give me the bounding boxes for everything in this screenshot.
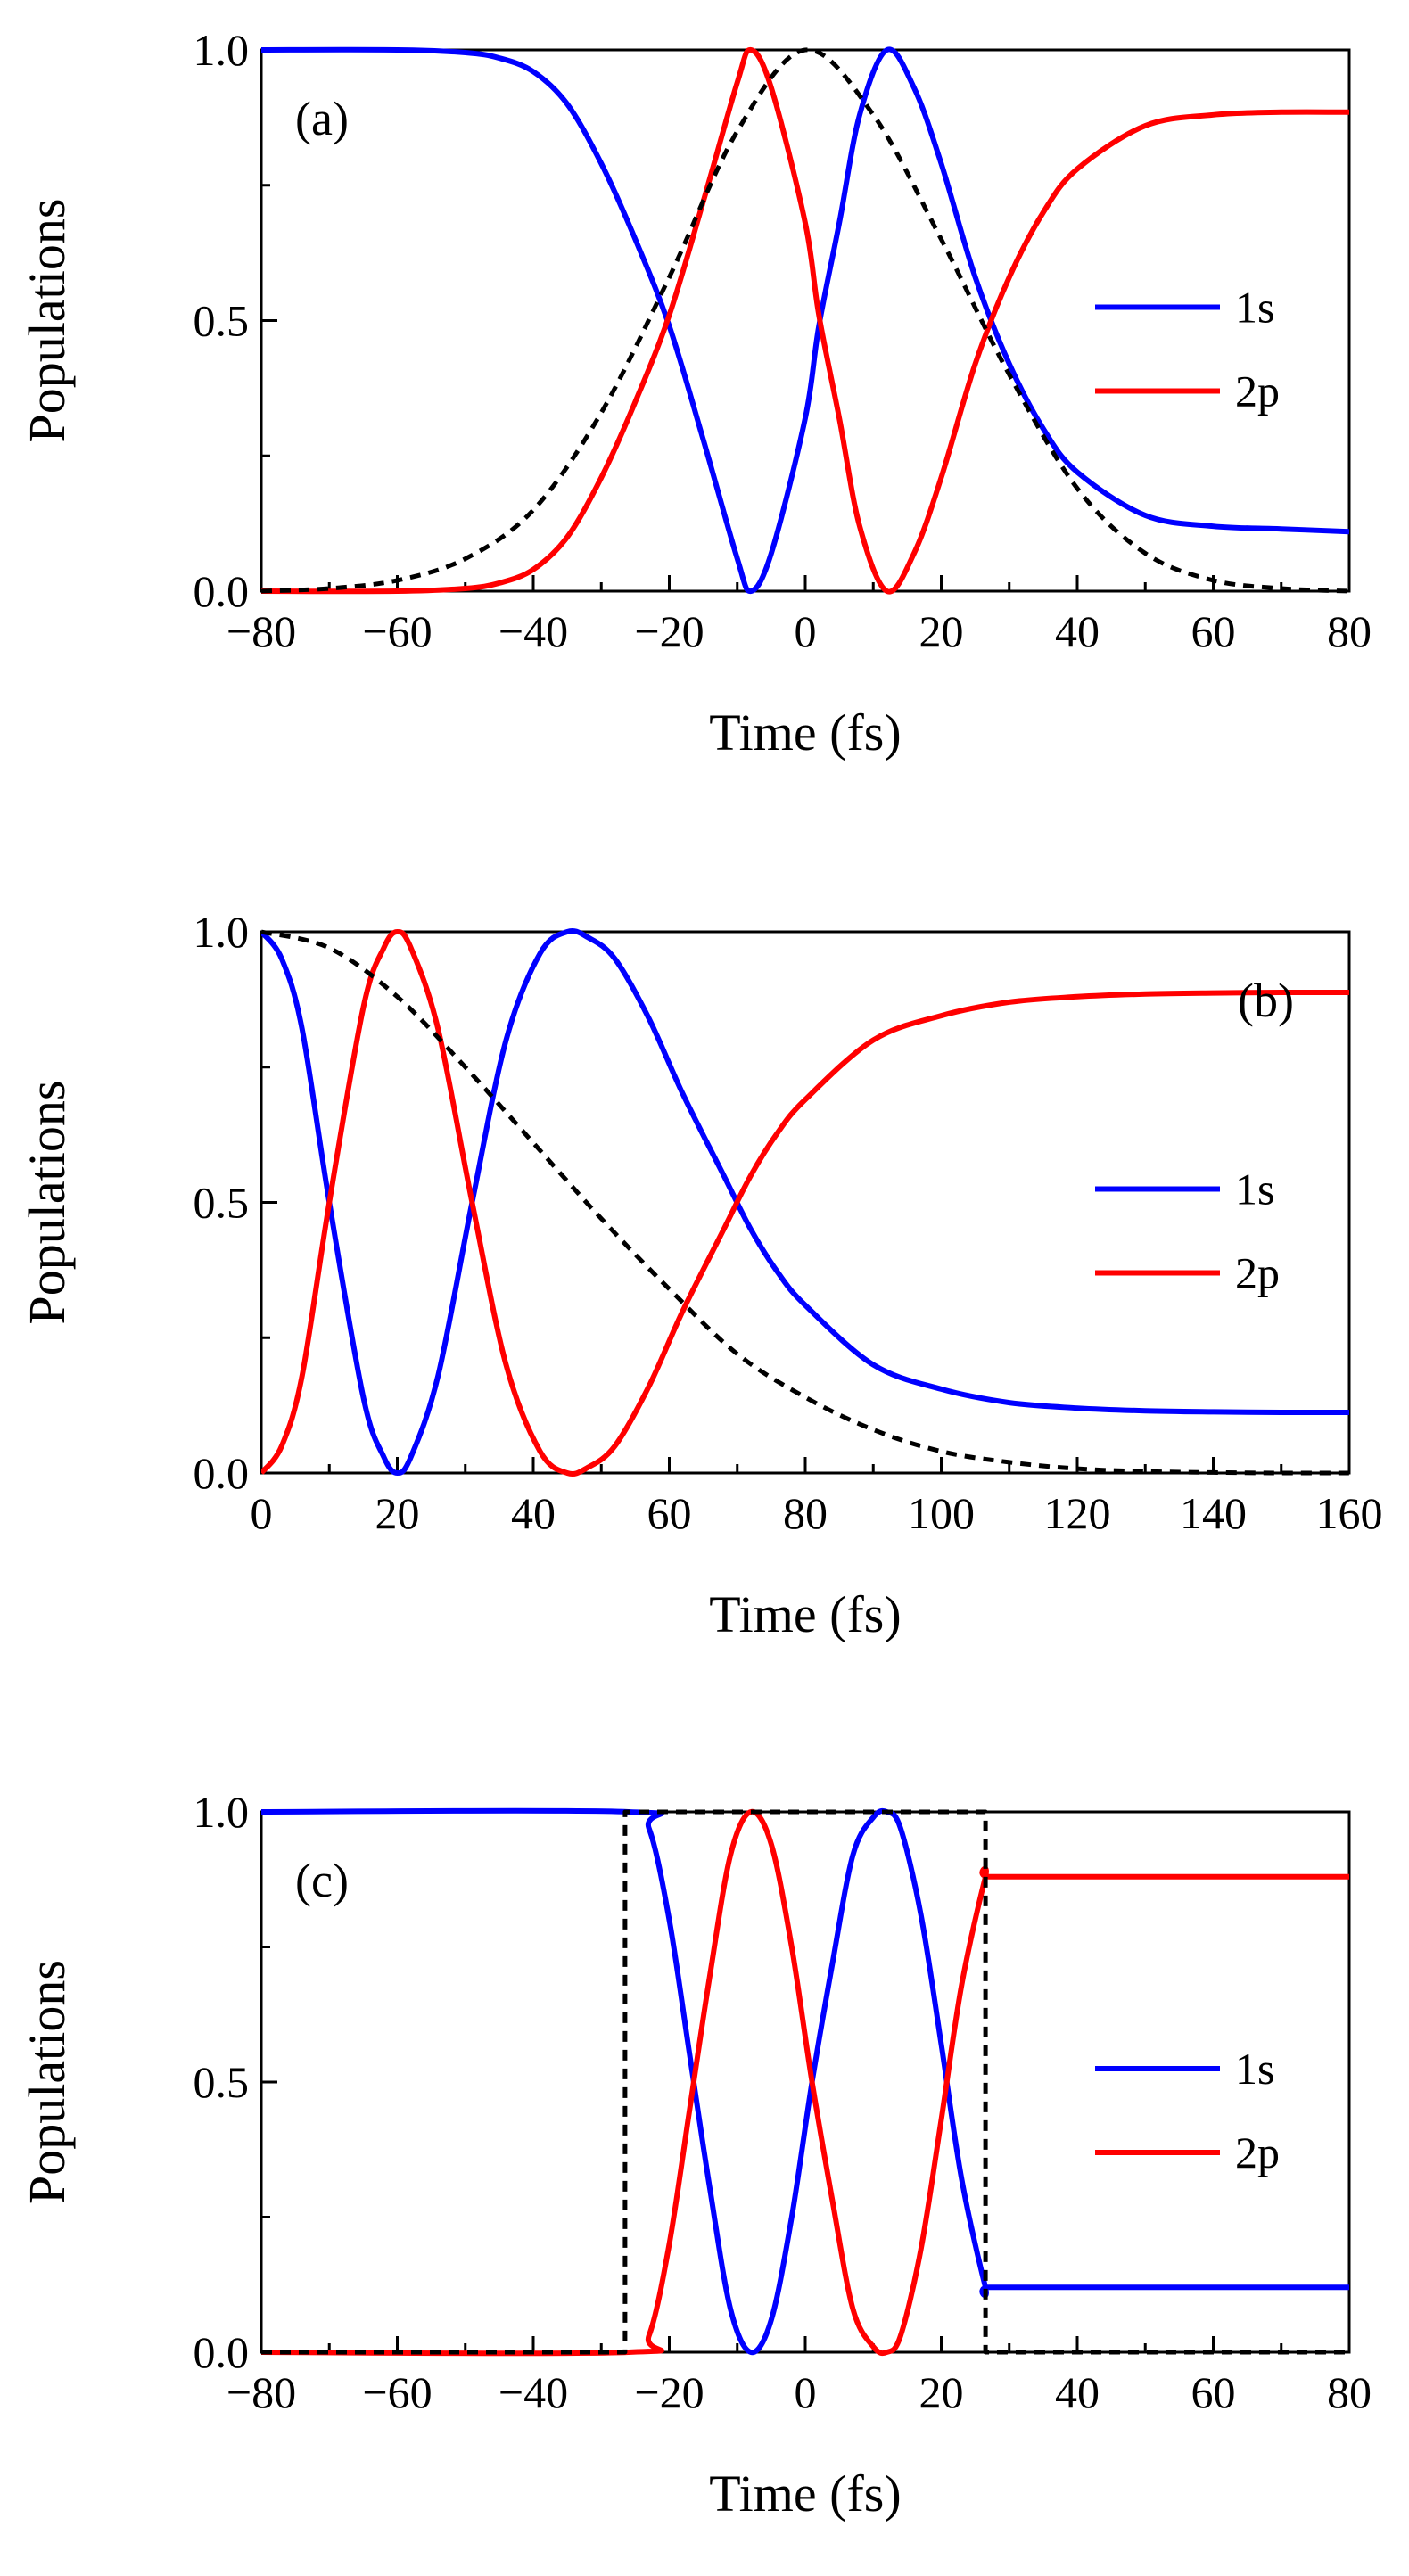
x-tick-label: 160 xyxy=(1316,1488,1383,1538)
y-axis-title: Populations xyxy=(18,1081,76,1325)
x-tick-label: 20 xyxy=(375,1488,420,1538)
chart-panel-1: −80 −60 −40 −20 0 20 40 60 80 0.0 0.5 1.0 Time (fs) P… xyxy=(18,25,1372,761)
series-line-envelope xyxy=(261,47,1349,594)
series-group xyxy=(261,927,1349,1477)
x-tick-label: 140 xyxy=(1180,1488,1247,1538)
y-tick-label: 1.0 xyxy=(194,25,250,75)
series-line-2p xyxy=(261,47,1349,595)
x-tick-label: 0 xyxy=(795,606,817,656)
x-tick-label: 40 xyxy=(1055,606,1100,656)
x-tick-label: 60 xyxy=(1191,606,1236,656)
y-tick-label: 0.5 xyxy=(194,296,250,346)
x-tick-label: −20 xyxy=(634,2367,704,2417)
x-tick-label: −80 xyxy=(227,606,296,656)
legend-label-1s: 1s xyxy=(1235,2044,1274,2094)
x-tick-label: −60 xyxy=(362,2367,432,2417)
x-tick-label: 0 xyxy=(795,2367,817,2417)
series-line-envelope xyxy=(261,1809,1349,2355)
x-tick-label: 100 xyxy=(908,1488,975,1538)
x-tick-label: 20 xyxy=(919,2367,964,2417)
series-group xyxy=(261,1807,1349,2357)
series-group xyxy=(261,46,1349,595)
y-axis-title: Populations xyxy=(18,199,76,443)
y-tick-label: 1.0 xyxy=(194,1787,250,1837)
x-tick-label: 20 xyxy=(919,606,964,656)
y-tick-label: 1.0 xyxy=(194,907,250,957)
x-tick-label: 60 xyxy=(647,1488,692,1538)
x-tick-label: −20 xyxy=(634,606,704,656)
y-tick-label: 0.5 xyxy=(194,1178,250,1228)
x-tick-label: 120 xyxy=(1044,1488,1111,1538)
x-tick-label: −40 xyxy=(499,606,568,656)
chart-panel-3: −80 −60 −40 −20 0 20 40 60 80 0.0 0.5 1.0 Time (fs) P… xyxy=(18,1787,1372,2523)
series-line-1s xyxy=(261,46,1349,594)
x-tick-label: 40 xyxy=(511,1488,556,1538)
y-tick-label: 0.0 xyxy=(194,566,250,616)
x-tick-label: −40 xyxy=(499,2367,568,2417)
x-tick-label: −60 xyxy=(362,606,432,656)
series-line-1s xyxy=(261,927,1349,1476)
y-tick-label: 0.5 xyxy=(194,2057,250,2107)
legend-label-1s: 1s xyxy=(1235,283,1274,333)
x-axis-title: Time (fs) xyxy=(709,1585,901,1643)
series-line-2p xyxy=(261,929,1349,1477)
series-line-2p xyxy=(261,1808,1349,2357)
panel-label: (a) xyxy=(295,92,349,145)
panel-label: (b) xyxy=(1238,974,1294,1027)
y-tick-label: 0.0 xyxy=(194,1448,250,1498)
panel-label: (c) xyxy=(295,1854,349,1907)
legend-label-2p: 2p xyxy=(1235,2127,1280,2177)
y-tick-label: 0.0 xyxy=(194,2327,250,2377)
x-tick-label: 80 xyxy=(1327,606,1372,656)
x-tick-label: 80 xyxy=(1327,2367,1372,2417)
y-axis-title: Populations xyxy=(18,1960,76,2204)
x-tick-label: 80 xyxy=(783,1488,828,1538)
legend-label-1s: 1s xyxy=(1235,1165,1274,1214)
x-tick-label: −80 xyxy=(227,2367,296,2417)
series-line-envelope xyxy=(261,929,1349,1476)
x-tick-label: 40 xyxy=(1055,2367,1100,2417)
x-axis-title: Time (fs) xyxy=(709,704,901,761)
chart-panel-2: 0 20 40 60 80 100 120 140 160 0.0 0.5 1.0 Time (fs) P… xyxy=(18,907,1383,1643)
legend-label-2p: 2p xyxy=(1235,366,1280,416)
x-axis-title: Time (fs) xyxy=(709,2465,901,2523)
legend-label-2p: 2p xyxy=(1235,1248,1280,1298)
x-tick-label: 60 xyxy=(1191,2367,1236,2417)
x-tick-label: 0 xyxy=(251,1488,273,1538)
